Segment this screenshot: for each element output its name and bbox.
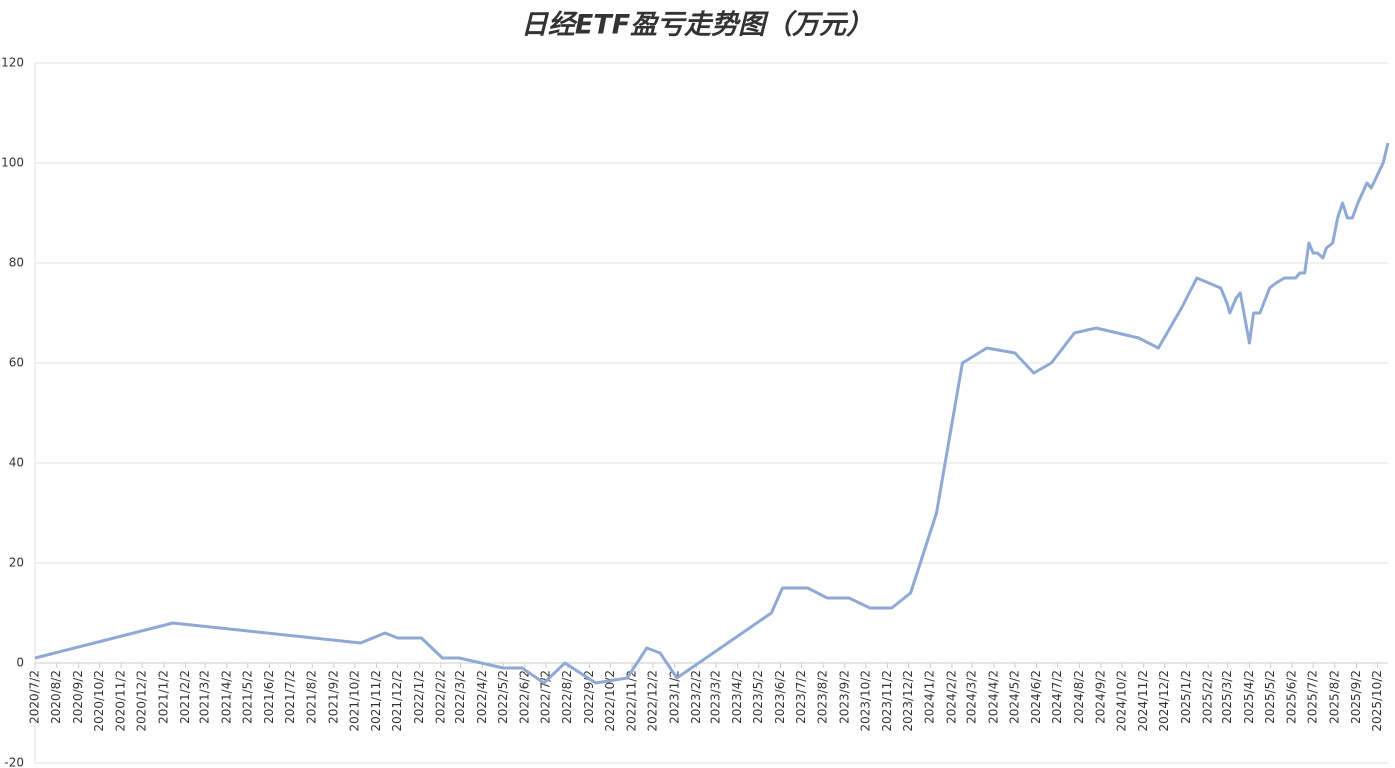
x-tick-label: 2022/8/2 (560, 670, 574, 724)
x-tick-label: 2025/2/2 (1201, 670, 1215, 724)
x-tick-label: 2023/7/2 (794, 670, 808, 724)
x-tick-label: 2025/10/2 (1370, 670, 1384, 732)
x-tick-label: 2020/7/2 (28, 670, 42, 724)
x-tick-label: 2021/4/2 (219, 670, 233, 724)
y-tick-label: 40 (9, 456, 24, 470)
x-tick-label: 2022/9/2 (582, 670, 596, 724)
x-tick-label: 2022/1/2 (412, 670, 426, 724)
x-tick-label: 2025/9/2 (1349, 670, 1363, 724)
x-tick-label: 2024/6/2 (1029, 670, 1043, 724)
x-tick-label: 2023/12/2 (901, 670, 915, 732)
x-tick-label: 2021/8/2 (305, 670, 319, 724)
x-tick-label: 2021/1/2 (156, 670, 170, 724)
x-tick-label: 2023/2/2 (689, 670, 703, 724)
x-tick-label: 2023/5/2 (751, 670, 765, 724)
x-tick-label: 2024/2/2 (944, 670, 958, 724)
x-tick-label: 2024/4/2 (986, 670, 1000, 724)
x-tick-label: 2024/1/2 (923, 670, 937, 724)
x-tick-label: 2022/6/2 (517, 670, 531, 724)
x-tick-label: 2025/6/2 (1285, 670, 1299, 724)
y-tick-label: 60 (9, 356, 24, 370)
x-tick-label: 2023/10/2 (858, 670, 872, 732)
x-tick-label: 2020/10/2 (92, 670, 106, 732)
x-tick-label: 2022/3/2 (453, 670, 467, 724)
x-tick-label: 2022/4/2 (475, 670, 489, 724)
x-tick-label: 2023/9/2 (837, 670, 851, 724)
x-tick-label: 2025/7/2 (1306, 670, 1320, 724)
y-tick-label: 100 (1, 156, 24, 170)
x-tick-label: 2024/5/2 (1007, 670, 1021, 724)
x-tick-label: 2020/12/2 (135, 670, 149, 732)
x-tick-label: 2025/5/2 (1263, 670, 1277, 724)
x-tick-label: 2024/7/2 (1050, 670, 1064, 724)
x-tick-label: 2021/9/2 (326, 670, 340, 724)
x-tick-label: 2020/9/2 (71, 670, 85, 724)
x-tick-label: 2022/10/2 (603, 670, 617, 732)
x-tick-label: 2024/10/2 (1115, 670, 1129, 732)
x-tick-label: 2021/6/2 (262, 670, 276, 724)
y-tick-label: 120 (1, 56, 24, 70)
x-tick-label: 2024/9/2 (1094, 670, 1108, 724)
x-tick-label: 2023/3/2 (709, 670, 723, 724)
x-tick-label: 2023/4/2 (730, 670, 744, 724)
x-tick-label: 2024/11/2 (1136, 670, 1150, 732)
x-tick-label: 2022/11/2 (625, 670, 639, 732)
y-tick-label: 0 (16, 656, 24, 670)
x-tick-label: 2024/8/2 (1072, 670, 1086, 724)
x-tick-label: 2021/7/2 (283, 670, 297, 724)
x-tick-label: 2020/8/2 (49, 670, 63, 724)
x-tick-label: 2022/5/2 (496, 670, 510, 724)
x-tick-label: 2021/10/2 (347, 670, 361, 732)
x-tick-label: 2024/12/2 (1157, 670, 1171, 732)
x-tick-label: 2024/3/2 (965, 670, 979, 724)
x-tick-label: 2023/6/2 (773, 670, 787, 724)
x-tick-label: 2022/2/2 (433, 670, 447, 724)
y-tick-label: 80 (9, 256, 24, 270)
x-tick-label: 2025/3/2 (1220, 670, 1234, 724)
x-tick-label: 2023/8/2 (816, 670, 830, 724)
x-tick-label: 2021/5/2 (240, 670, 254, 724)
x-tick-label: 2023/11/2 (880, 670, 894, 732)
x-tick-label: 2025/8/2 (1327, 670, 1341, 724)
x-tick-label: 2023/1/2 (667, 670, 681, 724)
x-tick-label: 2020/11/2 (114, 670, 128, 732)
x-tick-label: 2022/12/2 (646, 670, 660, 732)
x-tick-label: 2021/11/2 (369, 670, 383, 732)
y-tick-label: 20 (9, 556, 24, 570)
x-tick-label: 2021/12/2 (390, 670, 404, 732)
x-tick-label: 2025/4/2 (1242, 670, 1256, 724)
x-tick-label: 2021/3/2 (198, 670, 212, 724)
y-tick-label: -20 (4, 756, 24, 768)
chart-title: 日经ETF盈亏走势图（万元） (521, 10, 873, 41)
x-tick-label: 2025/1/2 (1179, 670, 1193, 724)
data-line (34, 142, 1390, 685)
x-tick-label: 2021/2/2 (178, 670, 192, 724)
